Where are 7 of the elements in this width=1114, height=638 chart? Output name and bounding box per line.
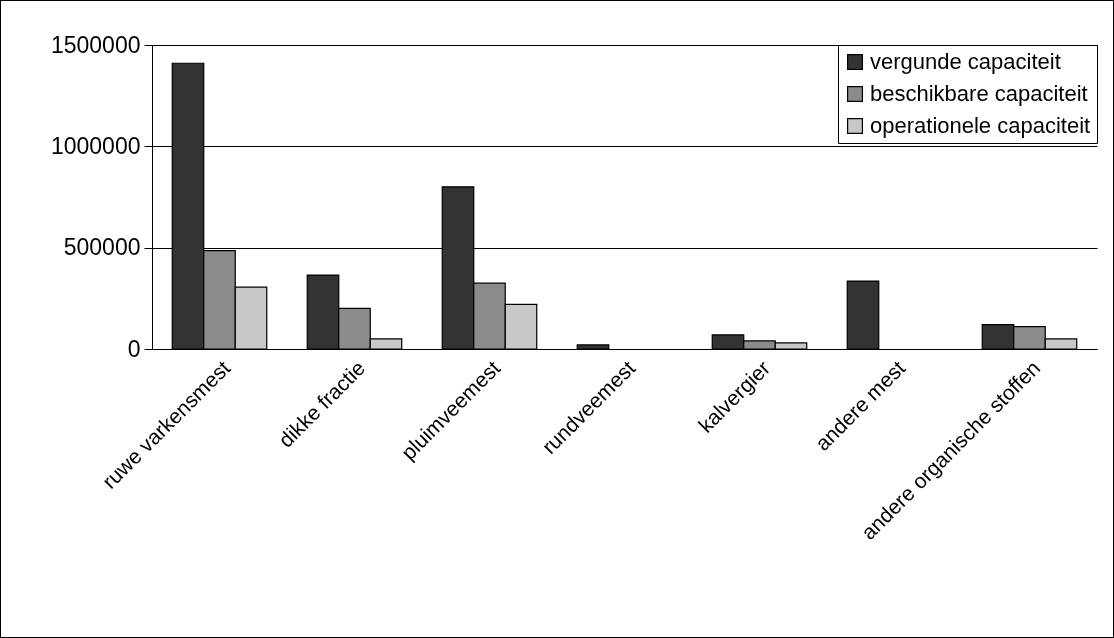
y-tick-label: 1000000 [50, 132, 141, 159]
y-tick-label: 0 [127, 335, 141, 362]
y-tick-label: 1500000 [50, 31, 141, 58]
legend-label: vergunde capaciteit [870, 49, 1061, 74]
legend-label: operationele capaciteit [870, 113, 1091, 138]
y-tick-label: 500000 [63, 234, 141, 261]
legend-label: beschikbare capaciteit [870, 81, 1088, 106]
